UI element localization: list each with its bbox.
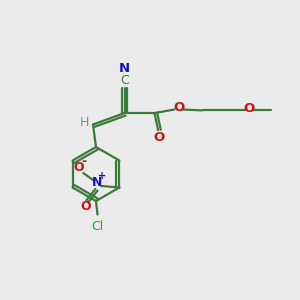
Text: Cl: Cl [92,220,104,233]
Text: O: O [74,160,84,174]
Text: O: O [173,100,184,114]
Text: O: O [154,130,165,144]
Text: +: + [98,171,106,182]
Text: O: O [80,200,91,214]
Text: N: N [92,176,102,189]
Text: N: N [119,62,130,75]
Text: C: C [120,74,129,87]
Text: -: - [81,154,86,168]
Text: H: H [80,116,89,130]
Text: O: O [244,101,255,115]
